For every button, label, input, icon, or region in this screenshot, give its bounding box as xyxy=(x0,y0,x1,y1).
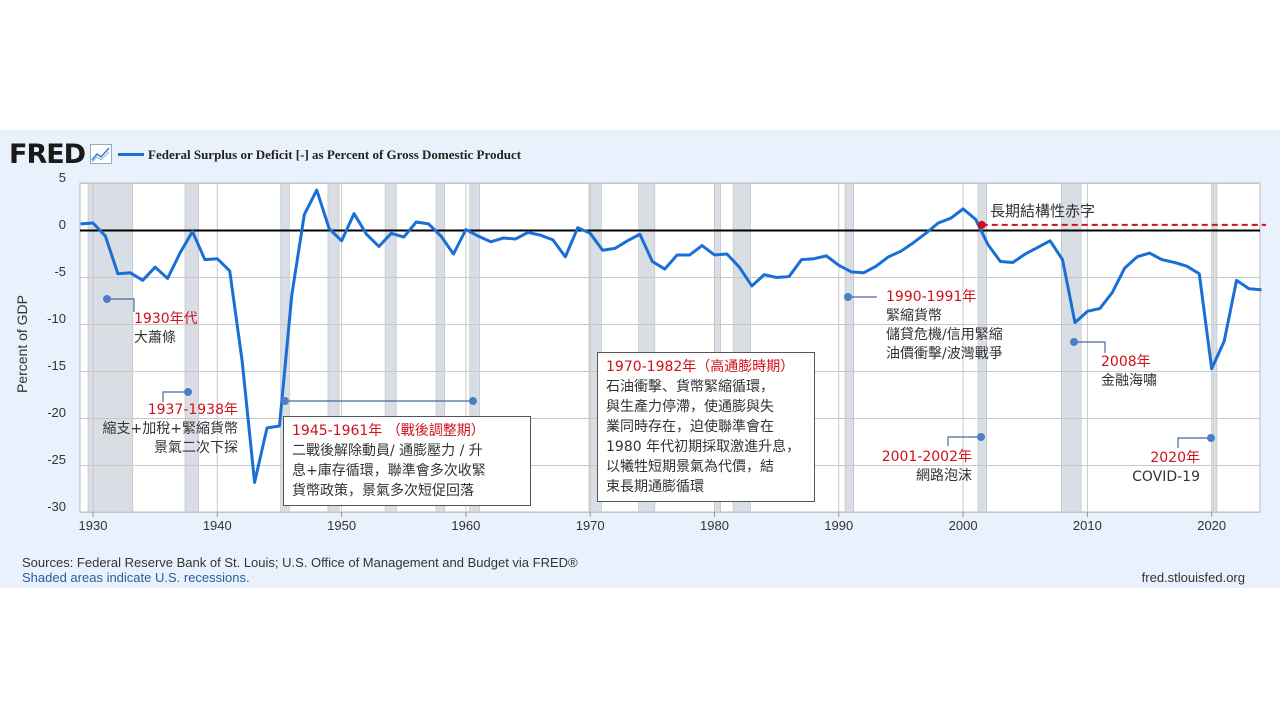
y-axis-label: Percent of GDP xyxy=(14,294,30,394)
annotation-text: 二戰後解除動員/ 通膨壓力 / 升 xyxy=(292,443,483,459)
x-tick-label: 2020 xyxy=(1197,518,1227,533)
y-tick-label: 5 xyxy=(58,169,66,185)
recession-band xyxy=(1212,182,1218,513)
annotation-title: 1990-1991年 xyxy=(886,289,977,305)
x-tick-label: 2000 xyxy=(948,518,978,533)
annotation-connector xyxy=(1074,341,1106,353)
annotation-text: 以犧牲短期景氣為代價，結 xyxy=(606,459,774,475)
legend-swatch xyxy=(118,153,144,156)
x-tick-label: 1960 xyxy=(451,518,481,533)
sources-note: Sources: Federal Reserve Bank of St. Lou… xyxy=(22,555,578,570)
annotation-text: 石油衝擊、貨幣緊縮循環， xyxy=(606,379,774,395)
annotation-text: 儲貸危機/信用緊縮 xyxy=(886,327,1003,343)
annotation-connector xyxy=(947,436,981,446)
annotation-dot xyxy=(281,397,289,405)
annotation-2001-2002: 2001-2002年 網路泡沫 xyxy=(862,448,972,486)
x-tick-label: 1950 xyxy=(327,518,357,533)
annotation-text: 油價衝擊/波灣戰爭 xyxy=(886,346,1003,362)
annotation-text: 大蕭條 xyxy=(134,330,176,346)
annotation-text: 業同時存在，迫使聯準會在 xyxy=(606,419,774,435)
recession-band xyxy=(1060,182,1082,513)
annotation-dot xyxy=(844,293,852,301)
y-tick-label: 0 xyxy=(58,216,66,232)
structural-deficit-label: 長期結構性赤字 xyxy=(990,202,1096,220)
annotation-text: 束長期通膨循環 xyxy=(606,479,704,495)
annotation-title: 2001-2002年 xyxy=(881,449,972,465)
annotation-title: 2020年 xyxy=(1150,450,1200,466)
annotation-1937: 1937-1938年 縮支+加稅+緊縮貨幣 景氣二次下探 xyxy=(60,401,238,458)
annotation-text: 緊縮貨幣 xyxy=(886,308,942,324)
annotation-text: 與生產力停滯，使通膨與失 xyxy=(606,399,774,415)
recession-band xyxy=(844,182,855,513)
annotation-text: 縮支+加稅+緊縮貨幣 xyxy=(102,421,238,437)
annotation-1970-1982: 1970-1982年（高通膨時期） 石油衝擊、貨幣緊縮循環， 與生產力停滯，使通… xyxy=(597,352,815,502)
annotation-text: 金融海嘯 xyxy=(1101,373,1157,389)
annotation-2020: 2020年 COVID-19 xyxy=(1110,449,1200,487)
annotation-1930s: 1930年代 大蕭條 xyxy=(134,310,198,348)
annotation-text: COVID-19 xyxy=(1132,469,1200,485)
annotation-title: 1970-1982年（高通膨時期） xyxy=(606,359,795,375)
line-chart-icon xyxy=(90,144,112,164)
recession-band xyxy=(87,182,134,513)
x-tick-label: 1940 xyxy=(202,518,232,533)
annotation-connector xyxy=(107,298,135,312)
y-tick-label: -25 xyxy=(47,451,66,467)
annotation-1990-1991: 1990-1991年 緊縮貨幣 儲貸危機/信用緊縮 油價衝擊/波灣戰爭 xyxy=(886,288,1003,364)
annotation-text: 景氣二次下探 xyxy=(154,440,238,456)
x-tick-label: 1970 xyxy=(575,518,605,533)
annotation-text: 貨幣政策，景氣多次短促回落 xyxy=(292,483,474,499)
x-tick-label: 2010 xyxy=(1072,518,1102,533)
annotation-dot xyxy=(103,295,111,303)
annotation-connector xyxy=(162,391,188,402)
annotation-dot xyxy=(1207,434,1215,442)
structural-deficit-dot xyxy=(977,220,986,229)
x-tick-label: 1980 xyxy=(700,518,729,533)
annotation-2008: 2008年 金融海嘯 xyxy=(1101,353,1157,391)
annotation-title: 1945-1961年 （戰後調整期） xyxy=(292,423,485,439)
annotation-dot xyxy=(184,388,192,396)
annotation-title: 2008年 xyxy=(1101,354,1151,370)
fred-logo[interactable]: FRED xyxy=(9,139,86,170)
y-tick-label: -15 xyxy=(47,357,66,373)
annotation-text: 息+庫存循環，聯準會多次收緊 xyxy=(292,463,486,479)
y-tick-label: -30 xyxy=(47,498,66,514)
series-line xyxy=(80,188,1262,484)
annotation-text: 網路泡沫 xyxy=(916,468,972,484)
annotation-title: 1930年代 xyxy=(134,311,198,327)
x-tick-label: 1930 xyxy=(78,518,108,533)
annotation-dot xyxy=(977,433,985,441)
y-tick-label: -10 xyxy=(47,310,66,326)
recessions-note: Shaded areas indicate U.S. recessions. xyxy=(22,570,250,585)
y-tick-label: -20 xyxy=(47,404,66,420)
legend-label: Federal Surplus or Deficit [-] as Percen… xyxy=(148,147,522,162)
annotation-title: 1937-1938年 xyxy=(147,402,238,418)
x-tick-label: 1990 xyxy=(824,518,854,533)
y-tick-label: -5 xyxy=(54,263,66,279)
annotation-text: 1980 年代初期採取激進升息， xyxy=(606,439,801,455)
annotation-dot xyxy=(469,397,477,405)
annotation-connector xyxy=(1177,437,1211,448)
annotation-dot xyxy=(1070,338,1078,346)
annotation-1945-1961: 1945-1961年 （戰後調整期） 二戰後解除動員/ 通膨壓力 / 升 息+庫… xyxy=(283,416,531,506)
site-link[interactable]: fred.stlouisfed.org xyxy=(1141,570,1245,585)
